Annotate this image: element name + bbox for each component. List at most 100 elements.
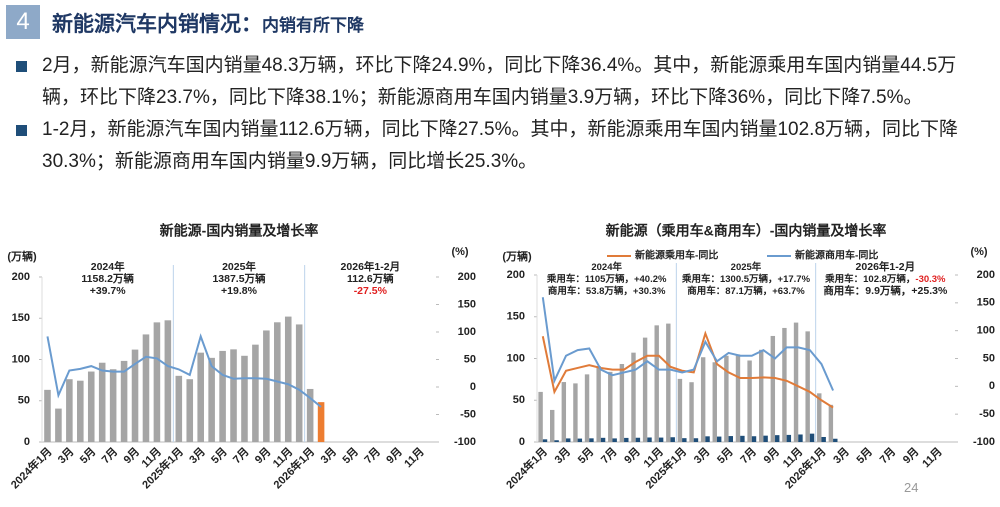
bar xyxy=(770,335,776,442)
annotation: 2026年1-2月 xyxy=(856,260,916,273)
bar xyxy=(619,364,625,442)
bar xyxy=(317,402,325,442)
bar xyxy=(241,355,248,442)
annotation-text: 乘用车：1105万辆，+40.2% xyxy=(546,273,667,285)
bar xyxy=(833,438,838,442)
y-tick-label: 0 xyxy=(24,436,30,448)
page-number: 24 xyxy=(904,480,919,495)
y2-tick-label: -100 xyxy=(454,436,476,448)
x-tick-label: 3月 xyxy=(187,445,208,466)
bar xyxy=(589,438,594,442)
bar xyxy=(131,349,139,442)
annotation-text: 商用车：87.1万辆，+63.7% xyxy=(687,285,805,297)
legend-label: 新能源商用车-同比 xyxy=(795,249,878,262)
bar xyxy=(98,362,106,442)
x-tick-label: 3月 xyxy=(55,445,76,466)
annotation-text: 2024年 xyxy=(91,260,125,273)
bar xyxy=(197,352,204,442)
section-number: 4 xyxy=(6,5,40,39)
x-tick-label: 3月 xyxy=(318,445,339,466)
bar xyxy=(658,437,664,442)
bar xyxy=(677,378,683,442)
bar xyxy=(682,438,687,442)
bar xyxy=(577,438,583,442)
bullet-list: 2月，新能源汽车国内销量48.3万辆，环比下降24.9%，同比下降36.4%。其… xyxy=(14,50,969,178)
bar xyxy=(219,350,226,442)
bar xyxy=(175,375,183,442)
bar xyxy=(608,371,613,442)
line-series xyxy=(46,333,322,408)
annotation-text: +39.7% xyxy=(90,285,127,297)
annotation: 商用车：87.1万辆，+63.7% xyxy=(687,285,805,297)
bar xyxy=(573,383,578,442)
bar xyxy=(712,362,717,442)
bar xyxy=(153,322,161,442)
annotation: +39.7% xyxy=(90,285,127,297)
bullet: 1-2月，新能源汽车国内销量112.6万辆，同比下降27.5%。其中，新能源乘用… xyxy=(14,114,969,178)
subtitle: 内销有所下降 xyxy=(262,16,364,35)
x-tick-label: 11月 xyxy=(402,445,427,470)
x-tick-label: 7月 xyxy=(738,445,759,466)
bar xyxy=(624,437,629,442)
bar xyxy=(782,327,787,442)
annotation: -27.5% xyxy=(354,285,388,297)
bar xyxy=(635,437,641,442)
annotation: 乘用车：1105万辆，+40.2% xyxy=(546,273,667,285)
bar xyxy=(642,337,648,442)
bar xyxy=(550,409,555,442)
bar xyxy=(735,354,741,442)
x-tick-label: 9月 xyxy=(252,445,273,466)
bar xyxy=(724,355,729,442)
bar xyxy=(566,438,571,442)
bar xyxy=(670,437,675,442)
bar xyxy=(751,436,757,442)
bar xyxy=(612,438,617,442)
y-tick-label: 50 xyxy=(513,394,525,406)
x-tick-label: 5月 xyxy=(575,445,596,466)
bar xyxy=(186,379,194,442)
bar xyxy=(759,349,764,442)
annotation: 112.6万辆 xyxy=(347,272,394,285)
y2-tick-label: 200 xyxy=(458,271,476,283)
annotation: 1387.5万辆 xyxy=(212,272,266,285)
y2-axis-label: (%) xyxy=(970,246,987,258)
x-tick-label: 2024年1月 xyxy=(503,444,550,491)
bar xyxy=(728,436,733,442)
x-tick-label: 9月 xyxy=(900,445,921,466)
slide-title: 新能源汽车内销情况：内销有所下降 xyxy=(52,8,364,38)
bar xyxy=(306,388,314,442)
y2-tick-label: -50 xyxy=(979,408,995,420)
y2-tick-label: -50 xyxy=(460,408,476,420)
annotation-text: -30.3% xyxy=(915,274,946,285)
annotation: 乘用车：1300.5万辆，+17.7% xyxy=(681,273,811,285)
bar xyxy=(689,382,694,442)
bar xyxy=(44,389,51,442)
x-tick-label: 7月 xyxy=(362,445,383,466)
y-tick-label: 150 xyxy=(12,312,30,324)
y2-tick-label: 200 xyxy=(977,269,995,281)
bar xyxy=(164,320,172,442)
x-tick-label: 3月 xyxy=(691,445,712,466)
x-tick-label: 7月 xyxy=(598,445,619,466)
annotation-text: 商用车：9.9万辆，+25.3% xyxy=(823,284,948,297)
annotation: 1158.2万辆 xyxy=(81,272,134,285)
bar xyxy=(821,436,826,442)
y-tick-label: 100 xyxy=(507,352,525,364)
bullet: 2月，新能源汽车国内销量48.3万辆，环比下降24.9%，同比下降36.4%。其… xyxy=(14,50,969,114)
bar xyxy=(77,380,84,442)
x-tick-label: 3月 xyxy=(831,445,852,466)
bar xyxy=(600,437,606,442)
bar xyxy=(716,436,722,442)
y2-tick-label: 150 xyxy=(977,297,995,309)
bar xyxy=(55,408,62,442)
annotation-text: 2025年 xyxy=(731,261,762,273)
bar xyxy=(631,352,636,442)
x-tick-label: 5月 xyxy=(340,445,361,466)
annotation-text: 2026年1-2月 xyxy=(856,260,916,273)
y-tick-label: 150 xyxy=(507,311,525,323)
x-tick-label: 5月 xyxy=(714,445,735,466)
y2-tick-label: 100 xyxy=(977,325,995,337)
y2-tick-label: 50 xyxy=(464,353,476,365)
y2-tick-label: 100 xyxy=(458,326,476,338)
